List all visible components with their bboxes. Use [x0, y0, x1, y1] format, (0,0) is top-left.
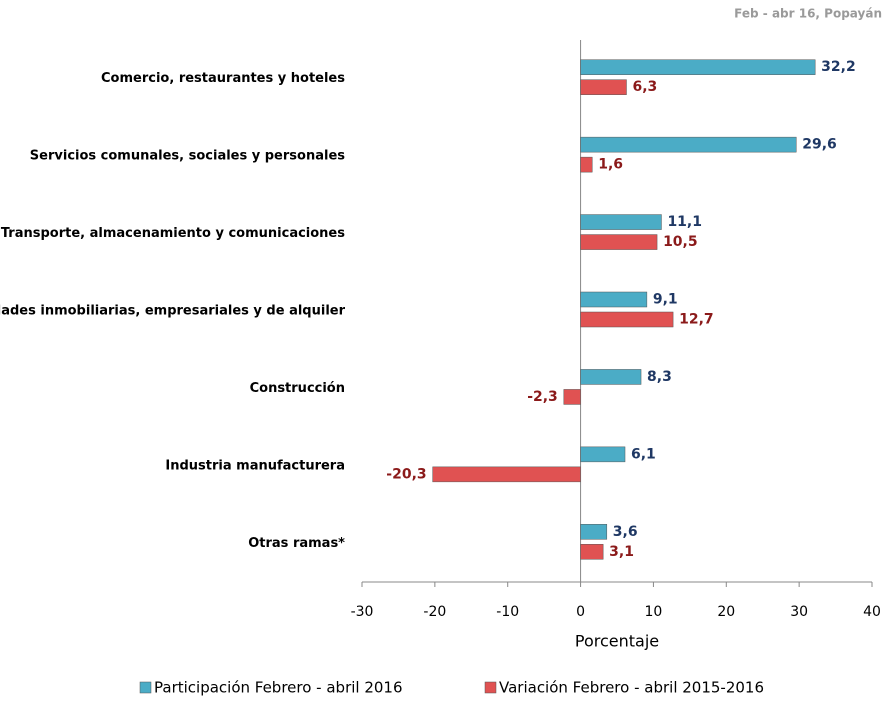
- category-label: Industria manufacturera: [165, 458, 345, 473]
- x-tick-label: -20: [423, 604, 446, 620]
- bar: [432, 466, 581, 483]
- legend-swatch: [139, 681, 152, 694]
- bar: [580, 136, 797, 153]
- data-label: 3,1: [609, 544, 634, 560]
- legend-swatch: [484, 681, 497, 694]
- bar: [580, 291, 648, 308]
- bar: [580, 311, 674, 328]
- x-tick-label: -10: [496, 604, 519, 620]
- annotation: Feb - abr 16, Popayán: [734, 7, 882, 21]
- bar: [580, 79, 627, 95]
- x-tick-label: -30: [351, 604, 374, 620]
- data-label: 11,1: [667, 214, 702, 230]
- data-label: 1,6: [598, 157, 623, 173]
- bar: [580, 524, 608, 540]
- category-label: Otras ramas*: [248, 536, 345, 551]
- bar: [580, 446, 626, 463]
- x-tick-label: 10: [645, 604, 663, 620]
- legend-label: Participación Febrero - abril 2016: [154, 679, 403, 697]
- data-label: 9,1: [653, 292, 678, 308]
- data-label: 6,1: [631, 446, 656, 462]
- category-label: Construcción: [250, 381, 345, 396]
- legend-label: Variación Febrero - abril 2015-2016: [499, 679, 764, 697]
- data-label: 3,6: [613, 524, 638, 540]
- bar: [580, 369, 642, 385]
- category-label: Actividades inmobiliarias, empresariales…: [0, 304, 346, 319]
- data-label: 10,5: [663, 234, 698, 250]
- x-tick-label: 30: [790, 604, 808, 620]
- bar: [580, 214, 662, 230]
- data-label: -20,3: [386, 466, 426, 482]
- x-tick-label: 20: [717, 604, 735, 620]
- data-label: 29,6: [802, 137, 837, 153]
- bar: [580, 544, 604, 560]
- category-label: Transporte, almacenamiento y comunicacio…: [1, 226, 345, 241]
- bar: [580, 156, 593, 173]
- category-label: Comercio, restaurantes y hoteles: [101, 71, 345, 86]
- data-label: -2,3: [527, 389, 558, 405]
- x-tick-label: 40: [863, 604, 881, 620]
- category-label: Servicios comunales, sociales y personal…: [30, 149, 345, 164]
- data-label: 12,7: [679, 312, 714, 328]
- x-tick-label: 0: [576, 604, 585, 620]
- data-label: 6,3: [632, 79, 657, 95]
- data-label: 8,3: [647, 369, 672, 385]
- bar: [580, 234, 658, 250]
- data-label: 32,2: [821, 59, 856, 75]
- x-axis-label: Porcentaje: [575, 632, 659, 651]
- bar: [580, 59, 816, 75]
- bar: [563, 389, 581, 405]
